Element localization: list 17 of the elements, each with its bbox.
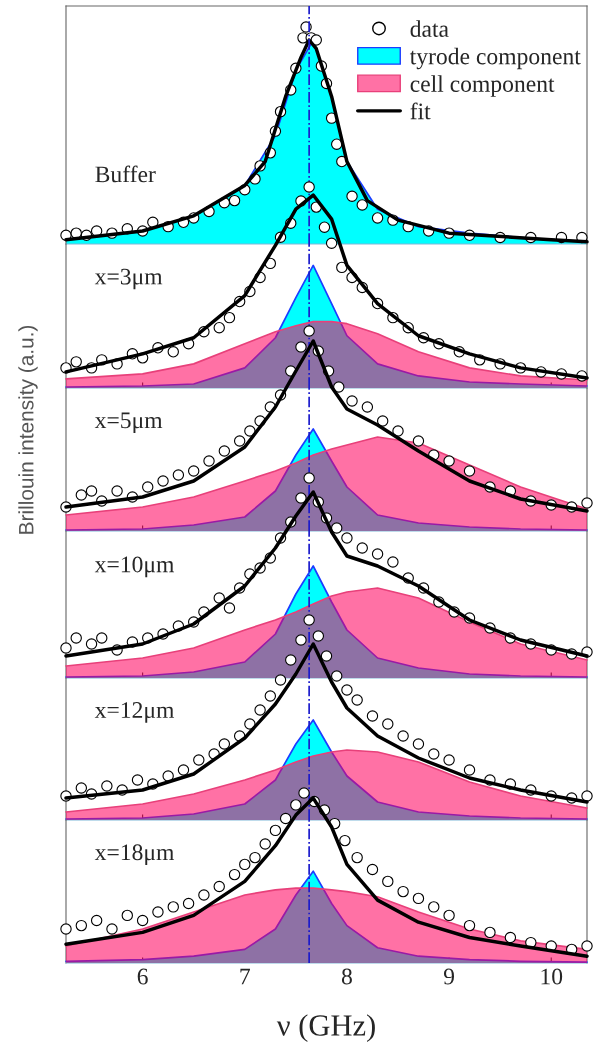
legend-label: tyrode component	[409, 47, 581, 70]
annotation: x=10μm	[94, 556, 175, 578]
x-tick-label: 10	[541, 968, 563, 985]
x-tick-label: 9	[443, 968, 455, 985]
legend-label: fit	[410, 102, 431, 120]
x-tick-label: 7	[240, 968, 250, 985]
y-axis-title: Brillouin intensity (a.u.)	[18, 325, 38, 534]
annotation: x=18μm	[94, 844, 175, 866]
x-tick-label: 6	[137, 968, 148, 985]
annotation: Buffer	[95, 165, 156, 183]
annotation: x=12μm	[94, 702, 175, 723]
legend-label: data	[410, 20, 449, 37]
annotation: x=3μm	[94, 268, 163, 290]
x-tick-label: 8	[341, 968, 352, 985]
legend-label: cell component	[410, 75, 555, 97]
annotation: x=5μm	[94, 412, 163, 434]
x-axis-title: ν (GHz)	[276, 1014, 375, 1042]
